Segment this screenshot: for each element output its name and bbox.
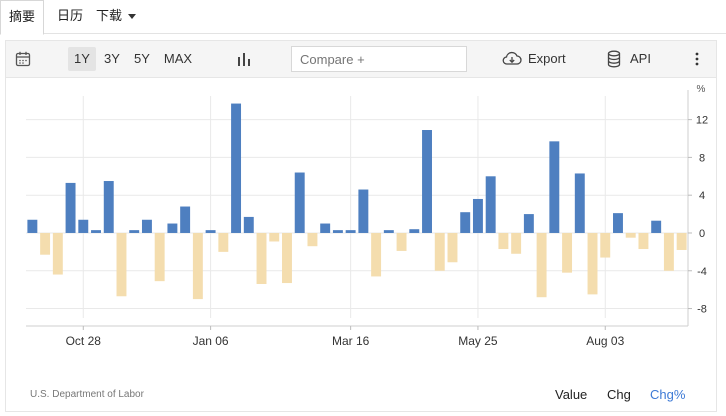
chart-bar — [243, 216, 254, 233]
tab-calendar-label: 日历 — [57, 8, 84, 23]
chart-bar — [511, 232, 522, 254]
chart-bar — [141, 219, 152, 233]
chart-bar — [40, 232, 51, 255]
chart-bar — [320, 223, 331, 233]
chart-bar — [180, 206, 191, 233]
tab-download[interactable]: 下载 — [96, 0, 137, 33]
bar-chart-icon[interactable] — [237, 52, 251, 71]
chart-bar — [256, 232, 267, 284]
chart-bar — [523, 214, 534, 233]
y-tick-label: 0 — [699, 228, 705, 240]
range-1y-button[interactable]: 1Y — [68, 47, 96, 71]
chart-bar — [269, 232, 280, 242]
chart-bar — [447, 232, 458, 263]
y-unit-label: % — [697, 84, 706, 95]
chart-bar — [307, 232, 318, 247]
range-max-button[interactable]: MAX — [163, 51, 193, 66]
chart-bar — [332, 230, 343, 233]
chart-bar — [231, 103, 242, 233]
chart-bar — [600, 232, 611, 258]
chart-bar — [167, 223, 178, 233]
chart-bar — [103, 181, 114, 233]
chart-bar — [282, 232, 292, 284]
range-3y-button[interactable]: 3Y — [104, 51, 120, 66]
chart-bar — [498, 232, 509, 250]
chart-bar — [574, 173, 585, 233]
chart-bar — [91, 230, 101, 233]
x-tick-label: Jan 06 — [193, 334, 229, 348]
chart-bar — [154, 232, 165, 282]
chg-percent-option[interactable]: Chg% — [650, 387, 686, 402]
chart-bar — [651, 220, 662, 233]
chart-bar — [129, 230, 140, 233]
range-5y-button[interactable]: 5Y — [134, 51, 150, 66]
y-tick-label: 4 — [699, 190, 705, 202]
tab-summary[interactable]: 摘要 — [0, 0, 45, 35]
x-tick-label: Oct 28 — [66, 334, 102, 348]
chart-bar — [434, 232, 445, 271]
x-tick-label: Mar 16 — [332, 334, 370, 348]
chart-bar — [65, 182, 76, 233]
bar-chart: 12 8 4 0 -4 -8% Oct 28 Jan 06 Mar 16 May 25 Aug 03 — [26, 84, 708, 348]
export-button[interactable]: Export — [528, 51, 566, 66]
chart-bar — [613, 213, 623, 233]
x-tick-label: May 25 — [458, 334, 498, 348]
chart-bar — [116, 232, 127, 297]
chart-bar — [371, 232, 382, 277]
value-option[interactable]: Value — [555, 387, 588, 402]
chart-bar — [549, 141, 560, 233]
chevron-down-icon — [128, 14, 137, 20]
y-tick-label: 12 — [696, 115, 708, 127]
x-tick-label: Aug 03 — [586, 334, 624, 348]
chart-bar — [294, 172, 305, 233]
chg-option[interactable]: Chg — [607, 387, 631, 402]
chart-bar — [625, 232, 636, 238]
y-tick-label: 8 — [699, 152, 705, 164]
tab-bar: 摘要 日历 下载 — [0, 0, 726, 35]
database-icon[interactable] — [607, 50, 621, 73]
chart-bar — [27, 219, 38, 233]
chart-bar — [345, 230, 356, 233]
chart-bar — [472, 198, 483, 233]
calendar-icon[interactable] — [15, 51, 31, 72]
chart-toolbar: 1Y 3Y 5Y MAX Export API — [6, 41, 716, 78]
cloud-download-icon[interactable] — [502, 51, 522, 72]
chart-bar — [663, 232, 674, 271]
chart-bar — [205, 230, 216, 233]
api-button[interactable]: API — [630, 51, 651, 66]
tab-calendar[interactable]: 日历 — [57, 0, 83, 33]
data-source-label: U.S. Department of Labor — [30, 389, 144, 400]
chart-bar — [536, 232, 547, 298]
chart-bar — [587, 232, 598, 295]
chart-bar — [78, 219, 89, 233]
chart-bar — [422, 130, 432, 233]
chart-bar — [396, 232, 407, 251]
more-vertical-icon[interactable] — [694, 52, 700, 71]
chart-bar — [358, 189, 369, 233]
chart-bar — [218, 232, 229, 252]
chart-bar — [638, 232, 649, 250]
chart-bar — [676, 232, 687, 250]
chart-bar — [409, 229, 420, 233]
tab-summary-label: 摘要 — [9, 9, 36, 24]
y-tick-label: -8 — [697, 304, 707, 316]
compare-input[interactable] — [291, 46, 467, 72]
chart-bar — [562, 232, 573, 273]
tab-download-label: 下载 — [96, 8, 123, 23]
chart-bar — [485, 176, 496, 233]
chart-panel: 1Y 3Y 5Y MAX Export API 12 8 4 0 -4 -8% Oct 28… — [5, 40, 717, 412]
chart-bar — [192, 232, 203, 300]
y-tick-label: -4 — [697, 266, 707, 278]
chart-bar — [460, 212, 471, 233]
chart-bar — [383, 230, 394, 233]
chart-bar — [52, 232, 63, 275]
